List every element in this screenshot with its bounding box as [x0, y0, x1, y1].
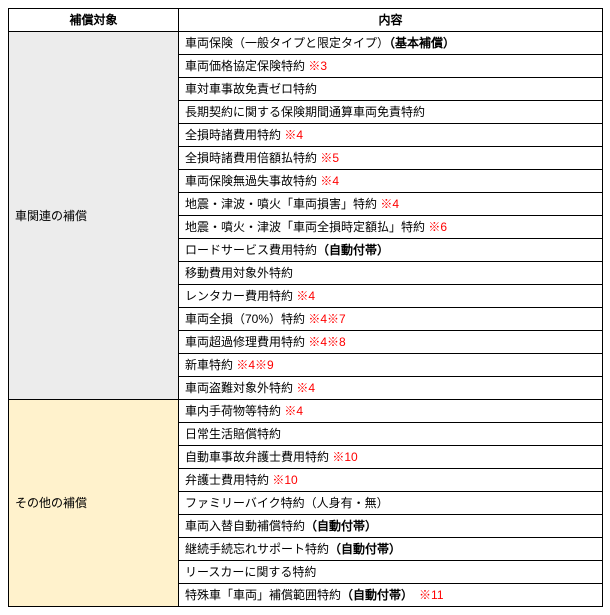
table-row: 車関連の補償車両保険（一般タイプと限定タイプ）（基本補償） — [9, 32, 603, 55]
content-cell: 継続手続忘れサポート特約（自動付帯） — [179, 538, 603, 561]
text: 地震・噴火・津波「車両全損時定額払」特約 — [185, 220, 428, 234]
content-cell: 車対車事故免責ゼロ特約 — [179, 78, 603, 101]
text: 全損時諸費用特約 — [185, 128, 284, 142]
content-cell: ファミリーバイク特約（人身有・無） — [179, 492, 603, 515]
note-mark: ※5 — [320, 151, 339, 165]
content-cell: 全損時諸費用倍額払特約 ※5 — [179, 147, 603, 170]
text: 車両全損（70%）特約 — [185, 312, 308, 326]
text: 車両保険無過失事故特約 — [185, 174, 320, 188]
bold-text: （基本補償） — [389, 36, 455, 50]
bold-text: （自動付帯） — [317, 243, 389, 257]
text: 車対車事故免責ゼロ特約 — [185, 82, 317, 96]
category-cell: 車関連の補償 — [9, 32, 179, 400]
content-cell: 車両入替自動補償特約（自動付帯） — [179, 515, 603, 538]
content-cell: 車両全損（70%）特約 ※4※7 — [179, 308, 603, 331]
note-mark: ※4※9 — [236, 358, 273, 372]
category-cell: その他の補償 — [9, 400, 179, 607]
note-mark: ※10 — [272, 473, 297, 487]
content-cell: 移動費用対象外特約 — [179, 262, 603, 285]
content-cell: 車両保険（一般タイプと限定タイプ）（基本補償） — [179, 32, 603, 55]
text: リースカーに関する特約 — [185, 565, 316, 579]
text: レンタカー費用特約 — [185, 289, 296, 303]
text: 全損時諸費用倍額払特約 — [185, 151, 320, 165]
note-mark: ※4 — [284, 404, 303, 418]
table-row: その他の補償車内手荷物等特約 ※4 — [9, 400, 603, 423]
text: 車両保険（一般タイプと限定タイプ） — [185, 36, 389, 50]
text: 車内手荷物等特約 — [185, 404, 284, 418]
text: 継続手続忘れサポート特約 — [185, 542, 329, 556]
bold-text: （自動付帯） — [305, 519, 377, 533]
content-cell: 新車特約 ※4※9 — [179, 354, 603, 377]
note-mark: ※10 — [332, 450, 357, 464]
note-mark: ※4 — [296, 381, 315, 395]
content-cell: 車内手荷物等特約 ※4 — [179, 400, 603, 423]
content-cell: 全損時諸費用特約 ※4 — [179, 124, 603, 147]
text: 特殊車「車両」補償範囲特約 — [185, 588, 341, 602]
header-content: 内容 — [179, 9, 603, 32]
content-cell: 弁護士費用特約 ※10 — [179, 469, 603, 492]
content-cell: リースカーに関する特約 — [179, 561, 603, 584]
note-mark: ※4※7 — [308, 312, 345, 326]
text: 移動費用対象外特約 — [185, 266, 293, 280]
text: 車両超過修理費用特約 — [185, 335, 308, 349]
content-cell: 車両保険無過失事故特約 ※4 — [179, 170, 603, 193]
text: 新車特約 — [185, 358, 236, 372]
note-mark: ※6 — [428, 220, 447, 234]
text: ロードサービス費用特約 — [185, 243, 317, 257]
note-mark: ※4※8 — [308, 335, 345, 349]
note-mark: ※4 — [320, 174, 339, 188]
content-cell: 自動車事故弁護士費用特約 ※10 — [179, 446, 603, 469]
note-mark: ※4 — [380, 197, 399, 211]
content-cell: 特殊車「車両」補償範囲特約（自動付帯） ※11 — [179, 584, 603, 607]
content-cell: 地震・津波・噴火「車両損害」特約 ※4 — [179, 193, 603, 216]
text: 自動車事故弁護士費用特約 — [185, 450, 332, 464]
text: ファミリーバイク特約（人身有・無） — [185, 496, 389, 510]
content-cell: 車両超過修理費用特約 ※4※8 — [179, 331, 603, 354]
bold-text: （自動付帯） — [341, 588, 407, 602]
note-mark: ※4 — [284, 128, 303, 142]
text: 弁護士費用特約 — [185, 473, 272, 487]
text: 長期契約に関する保険期間通算車両免責特約 — [185, 105, 425, 119]
content-cell: レンタカー費用特約 ※4 — [179, 285, 603, 308]
text — [407, 588, 419, 602]
table-header-row: 補償対象 内容 — [9, 9, 603, 32]
content-cell: 車両価格協定保険特約 ※3 — [179, 55, 603, 78]
header-target: 補償対象 — [9, 9, 179, 32]
coverage-table: 補償対象 内容 車関連の補償車両保険（一般タイプと限定タイプ）（基本補償）車両価… — [8, 8, 603, 607]
text: 日常生活賠償特約 — [185, 427, 281, 441]
text: 地震・津波・噴火「車両損害」特約 — [185, 197, 380, 211]
content-cell: ロードサービス費用特約（自動付帯） — [179, 239, 603, 262]
content-cell: 日常生活賠償特約 — [179, 423, 603, 446]
content-cell: 車両盗難対象外特約 ※4 — [179, 377, 603, 400]
note-mark: ※3 — [308, 59, 327, 73]
note-mark: ※11 — [419, 588, 443, 602]
text: 車両盗難対象外特約 — [185, 381, 296, 395]
bold-text: （自動付帯） — [329, 542, 401, 556]
text: 車両入替自動補償特約 — [185, 519, 305, 533]
content-cell: 長期契約に関する保険期間通算車両免責特約 — [179, 101, 603, 124]
content-cell: 地震・噴火・津波「車両全損時定額払」特約 ※6 — [179, 216, 603, 239]
text: 車両価格協定保険特約 — [185, 59, 308, 73]
note-mark: ※4 — [296, 289, 315, 303]
